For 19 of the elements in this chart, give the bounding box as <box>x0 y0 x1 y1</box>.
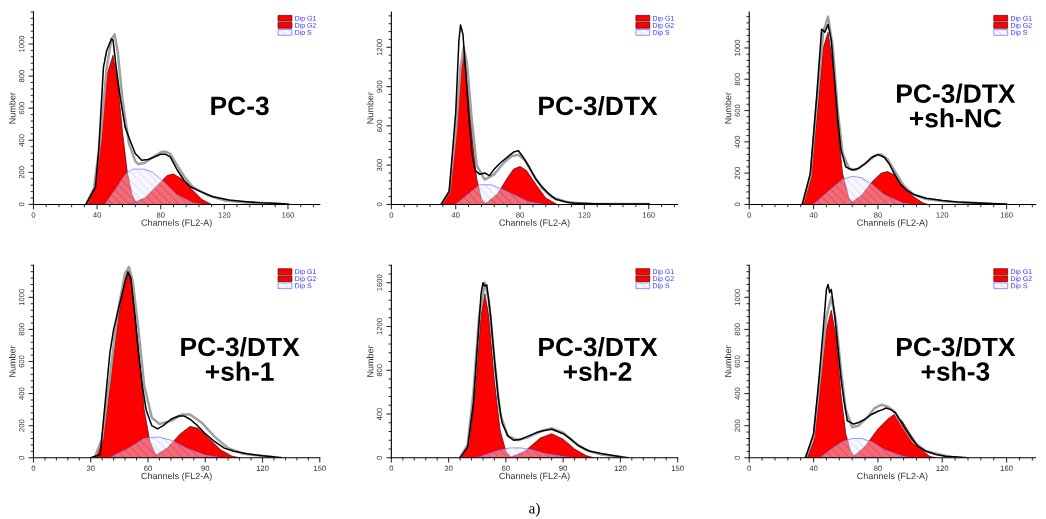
text: PC-3/DTX <box>539 95 658 116</box>
text: a) <box>529 502 540 517</box>
y-axis-title: Number <box>724 345 732 377</box>
y-axis-title: Number <box>366 345 374 377</box>
x-axis-title: Channels (FL2-A) <box>141 219 212 228</box>
x-axis-title: Channels (FL2-A) <box>857 219 928 228</box>
x-axis-title: Channels (FL2-A) <box>141 472 212 481</box>
text: PC-3/DTX +sh-2 <box>539 336 658 381</box>
y-axis-title: Number <box>724 92 732 124</box>
y-axis-title: Number <box>8 92 16 124</box>
text: PC-3/DTX +sh-NC <box>897 83 1016 128</box>
text: PC-3 <box>211 96 269 116</box>
x-axis-title: Channels (FL2-A) <box>857 472 928 481</box>
text: PC-3/DTX +sh-3 <box>897 336 1016 381</box>
y-axis-title: Number <box>366 92 374 124</box>
x-axis-title: Channels (FL2-A) <box>499 219 570 228</box>
x-axis-title: Channels (FL2-A) <box>499 472 570 481</box>
y-axis-title: Number <box>8 345 16 377</box>
text: PC-3/DTX +sh-1 <box>181 336 300 381</box>
